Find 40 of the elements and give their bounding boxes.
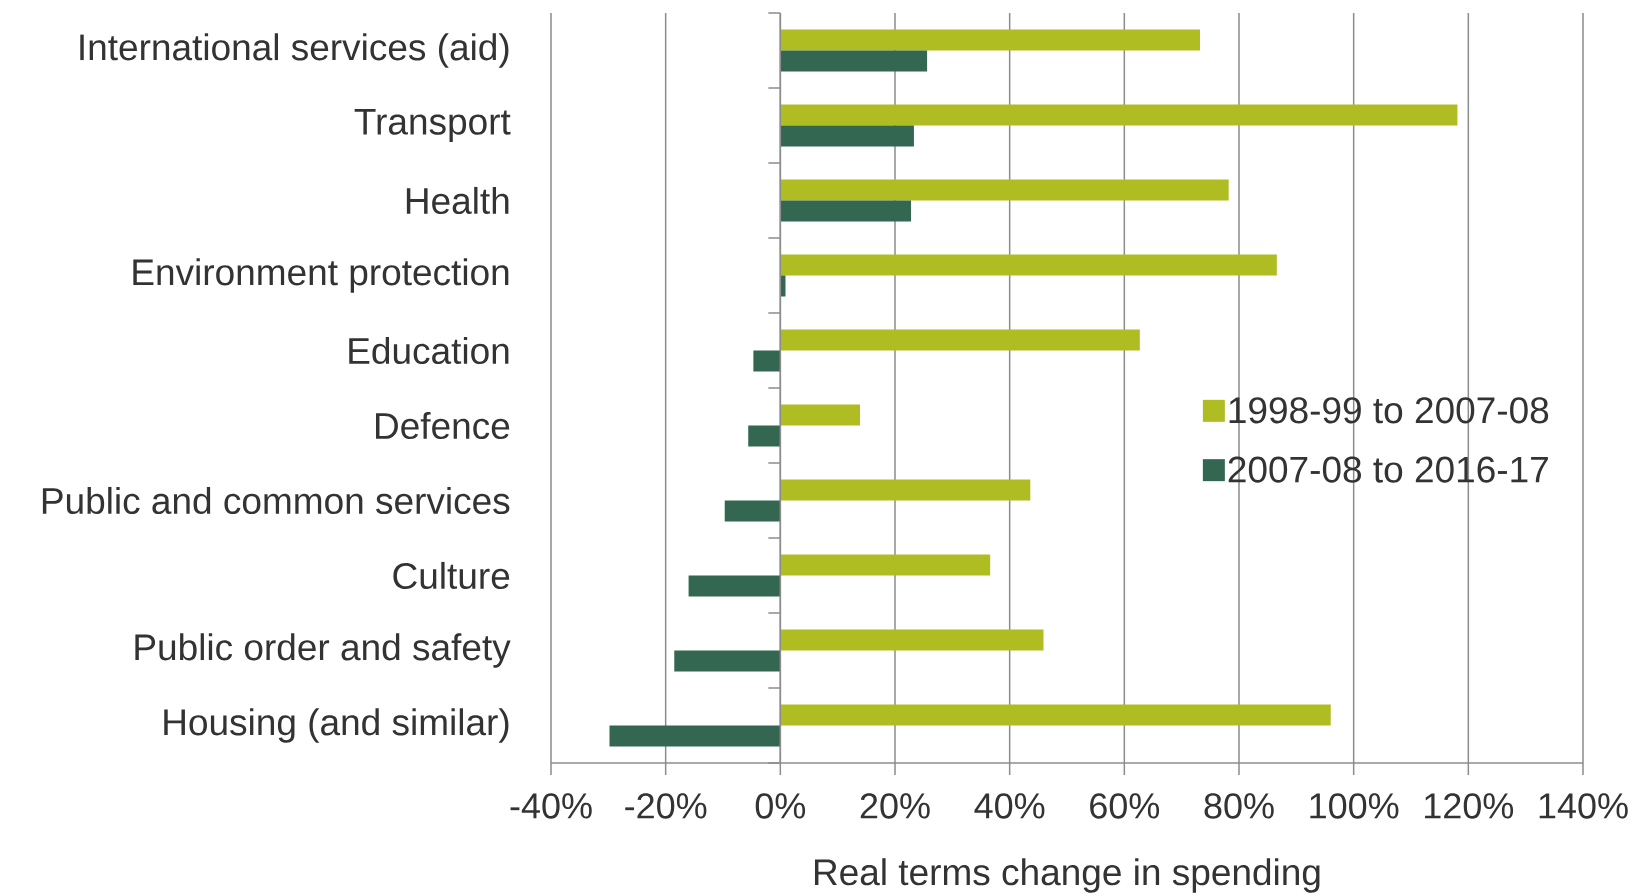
y-tick-label: Housing (and similar) <box>164 708 509 743</box>
x-axis-title: Real terms change in spending <box>814 858 1320 893</box>
bar <box>780 629 1044 651</box>
x-tick-label: 80% <box>1204 793 1274 819</box>
bar <box>780 704 1331 726</box>
x-tick-label: 20% <box>860 793 930 819</box>
bar <box>780 554 991 576</box>
bar <box>780 200 912 222</box>
x-tick-label: 40% <box>974 793 1045 819</box>
bar <box>688 575 781 597</box>
y-tick-label: Defence <box>376 411 510 440</box>
y-tick-label: Transport <box>354 108 511 143</box>
bar <box>674 650 781 672</box>
y-tick-label: Health <box>406 186 509 215</box>
bar <box>780 329 1140 351</box>
x-tick-label: 140% <box>1539 793 1628 819</box>
x-tick-label: 120% <box>1425 793 1514 819</box>
x-tick-label: -40% <box>510 793 592 819</box>
bar <box>753 350 781 372</box>
x-tick-label: 0% <box>755 793 806 819</box>
bar <box>724 500 781 522</box>
y-tick-label: Public order and safety <box>135 633 511 668</box>
y-tick-label: Environment protection <box>133 258 509 293</box>
bar <box>780 50 928 72</box>
y-tick-label: Education <box>349 336 509 365</box>
bar <box>780 104 1458 126</box>
bar <box>780 404 861 426</box>
bar <box>780 29 1201 51</box>
bar <box>780 179 1229 201</box>
y-tick-label: Public and common services <box>42 486 510 515</box>
x-tick-label: 60% <box>1090 793 1160 819</box>
bar <box>748 425 781 447</box>
bar <box>780 479 1031 501</box>
x-tick-label: 100% <box>1310 793 1399 819</box>
y-tick-label: Culture <box>393 561 510 590</box>
x-tick-label: -20% <box>625 793 707 819</box>
bar <box>609 725 781 747</box>
bar <box>780 254 1277 276</box>
y-tick-label: International services (aid) <box>80 33 509 68</box>
bar <box>780 125 914 147</box>
